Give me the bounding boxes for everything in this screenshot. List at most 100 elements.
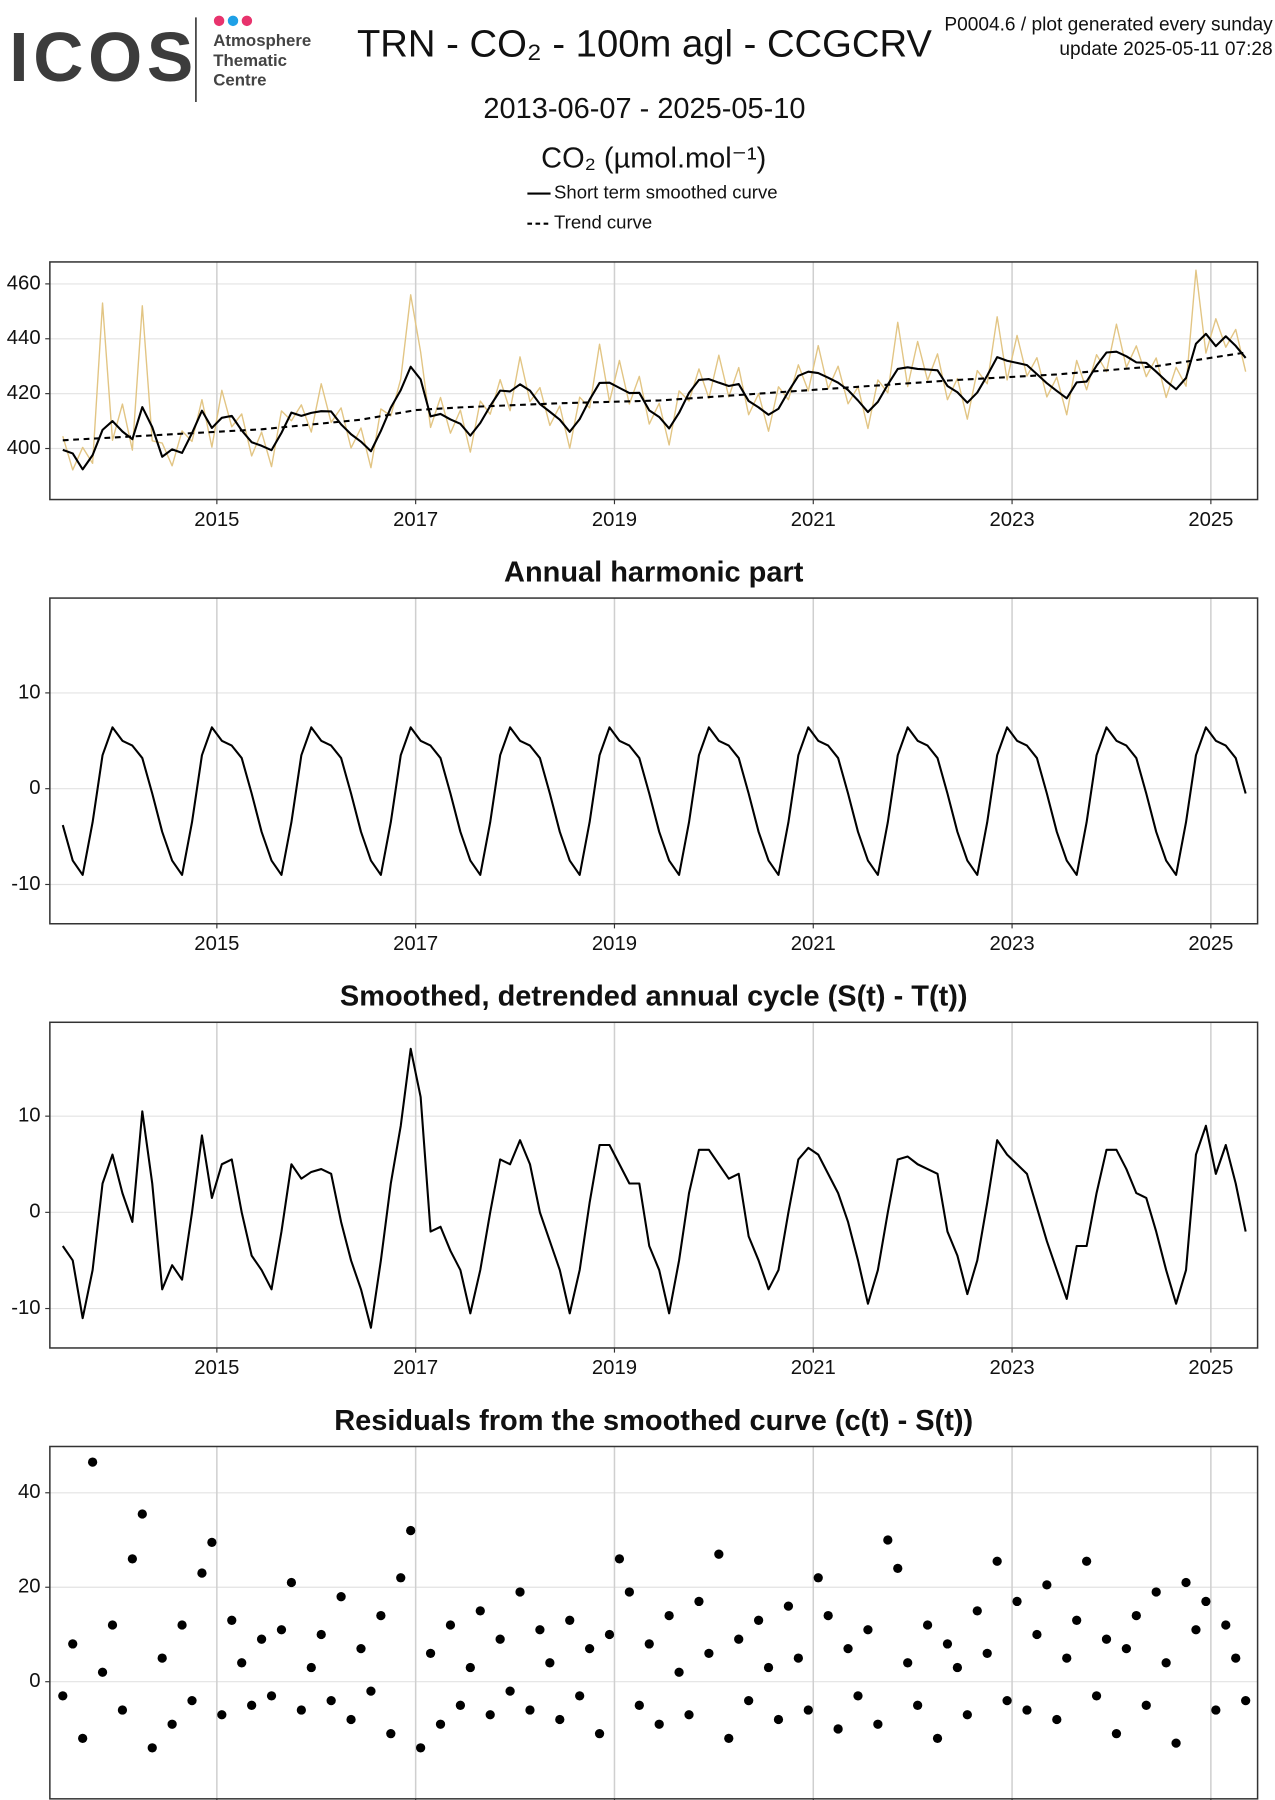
point bbox=[913, 1700, 923, 1710]
point bbox=[833, 1724, 843, 1734]
point bbox=[356, 1644, 366, 1654]
point bbox=[813, 1573, 823, 1583]
x-tick-label: 2017 bbox=[393, 509, 438, 531]
point bbox=[1042, 1580, 1052, 1590]
point bbox=[694, 1596, 704, 1607]
logo-dot bbox=[241, 15, 253, 27]
point bbox=[207, 1537, 217, 1548]
point bbox=[773, 1714, 784, 1725]
plot-frame bbox=[49, 1021, 1259, 1349]
point bbox=[495, 1634, 505, 1644]
x-tick-label: 2025 bbox=[1188, 509, 1233, 531]
point bbox=[1131, 1610, 1141, 1621]
point bbox=[475, 1606, 485, 1616]
point bbox=[952, 1662, 963, 1673]
x-tick-label: 2015 bbox=[194, 1357, 239, 1379]
y-tick-label: 0 bbox=[29, 1670, 40, 1692]
point bbox=[674, 1667, 684, 1677]
point bbox=[425, 1648, 436, 1659]
x-tick-label: 2025 bbox=[1188, 1357, 1233, 1379]
legend-label: Short term smoothed curve bbox=[554, 181, 777, 202]
point bbox=[614, 1554, 625, 1564]
y-tick-label: 400 bbox=[7, 437, 41, 459]
panel-title: Annual harmonic part bbox=[504, 556, 804, 588]
x-tick-label: 2025 bbox=[1188, 933, 1233, 955]
x-tick-label: 2019 bbox=[592, 1357, 637, 1379]
point bbox=[644, 1639, 654, 1649]
y-tick-label: -10 bbox=[11, 1297, 40, 1319]
point bbox=[1052, 1714, 1062, 1725]
y-tick-label: 0 bbox=[29, 777, 40, 799]
point bbox=[565, 1615, 575, 1625]
point bbox=[197, 1568, 207, 1578]
point bbox=[177, 1620, 187, 1630]
point bbox=[346, 1714, 356, 1725]
x-tick-label: 2015 bbox=[194, 509, 239, 531]
point bbox=[1161, 1658, 1171, 1668]
point bbox=[127, 1554, 138, 1564]
point bbox=[505, 1686, 515, 1696]
point bbox=[78, 1733, 88, 1744]
info-text: P0004.6 / plot generated every sunday bbox=[944, 15, 1273, 36]
point bbox=[386, 1729, 396, 1739]
point bbox=[535, 1625, 545, 1635]
point bbox=[455, 1700, 466, 1710]
point bbox=[803, 1705, 813, 1715]
panel-title: Residuals from the smoothed curve (c(t) … bbox=[334, 1405, 973, 1437]
point bbox=[485, 1710, 495, 1720]
point bbox=[237, 1658, 247, 1668]
point bbox=[1091, 1691, 1102, 1701]
y-tick-label: 10 bbox=[18, 681, 41, 703]
logo-subtitle: Atmosphere bbox=[213, 31, 311, 50]
point bbox=[256, 1634, 267, 1644]
x-tick-label: 2015 bbox=[194, 933, 239, 955]
point bbox=[147, 1743, 157, 1753]
point bbox=[1241, 1695, 1251, 1706]
point bbox=[465, 1662, 475, 1673]
x-tick-label: 2023 bbox=[990, 1357, 1035, 1379]
point bbox=[286, 1577, 297, 1588]
point bbox=[296, 1705, 306, 1715]
point bbox=[1211, 1705, 1221, 1715]
panel-title: Smoothed, detrended annual cycle (S(t) -… bbox=[340, 981, 968, 1013]
point bbox=[396, 1573, 406, 1583]
point bbox=[266, 1691, 277, 1701]
point bbox=[734, 1634, 744, 1644]
series-line bbox=[61, 726, 1247, 876]
point bbox=[1101, 1634, 1112, 1644]
y-tick-label: 0 bbox=[29, 1201, 40, 1223]
point bbox=[117, 1705, 128, 1715]
point bbox=[276, 1625, 287, 1635]
point bbox=[1072, 1615, 1082, 1625]
point bbox=[336, 1592, 346, 1602]
point bbox=[664, 1610, 674, 1621]
point bbox=[575, 1691, 585, 1701]
point bbox=[525, 1705, 535, 1715]
plot-frame bbox=[49, 597, 1259, 925]
point bbox=[1141, 1700, 1151, 1710]
series-line bbox=[62, 332, 1247, 471]
point bbox=[366, 1686, 376, 1696]
point bbox=[1221, 1620, 1231, 1630]
point bbox=[187, 1695, 197, 1706]
point bbox=[247, 1700, 257, 1710]
x-tick-label: 2017 bbox=[393, 1357, 438, 1379]
legend-label: Trend curve bbox=[554, 212, 652, 233]
point bbox=[893, 1563, 903, 1573]
x-tick-label: 2021 bbox=[791, 933, 836, 955]
logo-subtitle: Thematic bbox=[213, 51, 287, 70]
point bbox=[942, 1639, 953, 1649]
point bbox=[415, 1743, 426, 1753]
point bbox=[555, 1714, 565, 1725]
point bbox=[1081, 1556, 1092, 1566]
point bbox=[823, 1610, 833, 1621]
info-text: update 2025-05-11 07:28 bbox=[1059, 39, 1272, 60]
y-tick-label: 460 bbox=[7, 272, 41, 294]
point bbox=[1002, 1695, 1012, 1706]
point bbox=[227, 1615, 237, 1625]
point bbox=[1062, 1653, 1072, 1663]
point bbox=[406, 1525, 416, 1536]
point bbox=[137, 1509, 147, 1519]
